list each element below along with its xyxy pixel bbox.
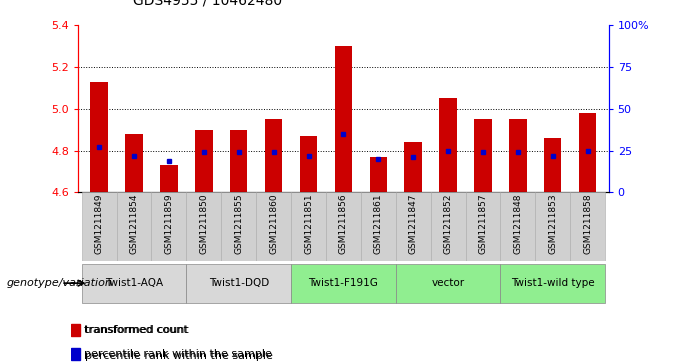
Bar (509, 119, 526, 192)
Bar (125, 134, 143, 192)
Text: Twist1-AQA: Twist1-AQA (105, 278, 163, 288)
Bar (396, 192, 430, 261)
Bar (396, 264, 500, 303)
Bar (230, 130, 248, 192)
Bar (361, 192, 396, 261)
Bar (571, 192, 605, 261)
Bar (500, 192, 535, 261)
Bar (195, 130, 213, 192)
Text: GSM1211860: GSM1211860 (269, 194, 278, 254)
Text: Twist1-F191G: Twist1-F191G (309, 278, 378, 288)
Text: transformed count: transformed count (84, 325, 188, 335)
Bar (221, 192, 256, 261)
Bar (544, 138, 562, 192)
Bar (256, 192, 291, 261)
Text: genotype/variation: genotype/variation (7, 278, 113, 288)
Text: Twist1-DQD: Twist1-DQD (209, 278, 269, 288)
Bar (152, 192, 186, 261)
Bar (291, 264, 396, 303)
Text: GSM1211847: GSM1211847 (409, 194, 418, 254)
Text: GSM1211858: GSM1211858 (583, 194, 592, 254)
Text: transformed count: transformed count (85, 325, 189, 335)
Bar (474, 119, 492, 192)
Bar (466, 192, 500, 261)
Text: GSM1211850: GSM1211850 (199, 194, 208, 254)
Bar (116, 192, 152, 261)
Bar (430, 192, 466, 261)
Bar (535, 192, 571, 261)
Bar (326, 192, 361, 261)
Text: vector: vector (432, 278, 464, 288)
Text: GSM1211854: GSM1211854 (129, 194, 139, 254)
Text: GSM1211859: GSM1211859 (165, 194, 173, 254)
Text: GSM1211851: GSM1211851 (304, 194, 313, 254)
Bar (186, 192, 221, 261)
Text: GSM1211852: GSM1211852 (443, 194, 453, 254)
Text: GSM1211857: GSM1211857 (479, 194, 488, 254)
Bar (82, 192, 116, 261)
Bar (335, 46, 352, 192)
Bar (160, 165, 177, 192)
Bar (82, 264, 186, 303)
Bar (291, 192, 326, 261)
Bar (405, 142, 422, 192)
Text: percentile rank within the sample: percentile rank within the sample (84, 348, 271, 359)
Text: percentile rank within the sample: percentile rank within the sample (85, 351, 273, 361)
Text: GSM1211856: GSM1211856 (339, 194, 348, 254)
Bar (71, 324, 80, 336)
Bar (265, 119, 282, 192)
Text: GDS4955 / 10462480: GDS4955 / 10462480 (133, 0, 282, 7)
Text: GSM1211849: GSM1211849 (95, 194, 103, 254)
Text: Twist1-wild type: Twist1-wild type (511, 278, 594, 288)
Text: GSM1211848: GSM1211848 (513, 194, 522, 254)
Bar (369, 157, 387, 192)
Text: GSM1211855: GSM1211855 (234, 194, 243, 254)
Bar (439, 98, 457, 192)
Bar (90, 82, 108, 192)
Bar (186, 264, 291, 303)
Bar (579, 113, 596, 192)
Text: GSM1211861: GSM1211861 (374, 194, 383, 254)
Bar (500, 264, 605, 303)
Bar (71, 348, 80, 359)
Bar (300, 136, 318, 192)
Text: GSM1211853: GSM1211853 (548, 194, 558, 254)
